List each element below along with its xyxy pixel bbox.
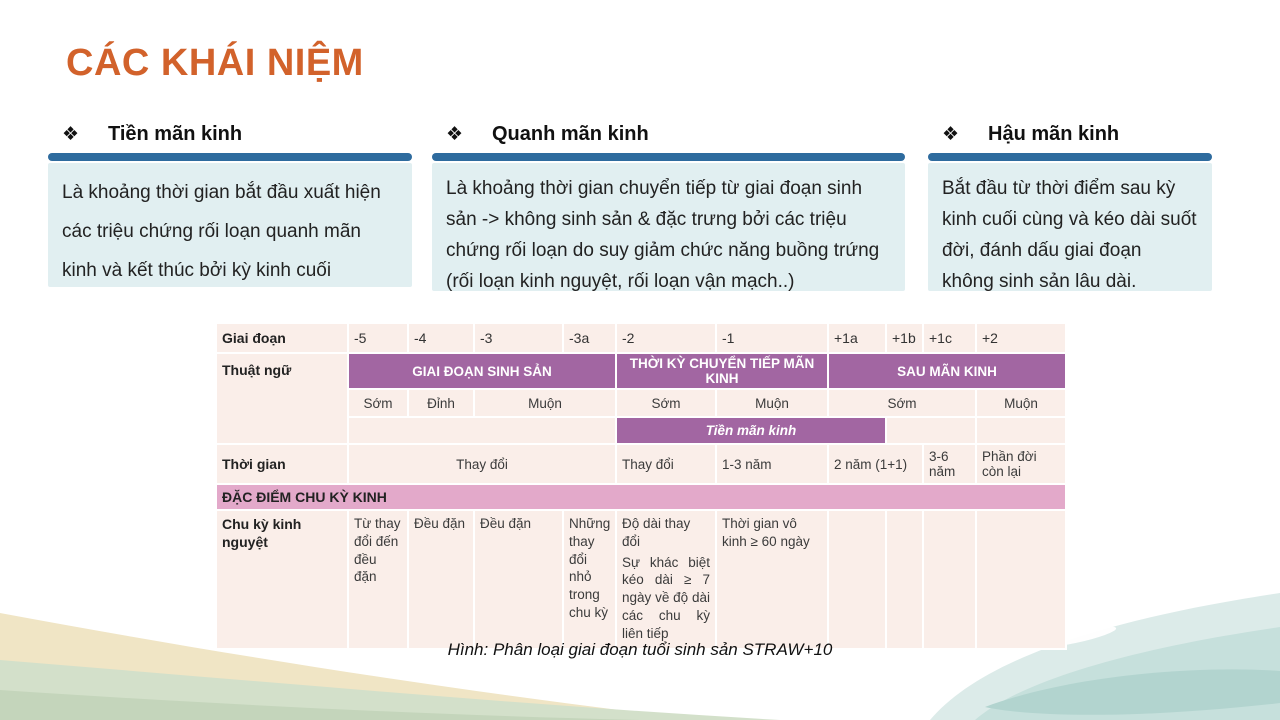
row-label-duration: Thời gian bbox=[215, 443, 349, 485]
duration-cell: Phần đời còn lại bbox=[975, 443, 1067, 485]
row-label-term: Thuật ngữ bbox=[215, 352, 349, 445]
cycle-cell-line: Sự khác biệt kéo dài ≥ 7 ngày về độ dài … bbox=[622, 554, 710, 641]
tien-man-kinh-banner: Tiền mãn kinh bbox=[615, 416, 887, 445]
duration-cell: Thay đổi bbox=[615, 443, 717, 485]
subphase-cell: Sớm bbox=[827, 388, 977, 418]
diamond-bullet-icon: ❖ bbox=[446, 123, 464, 145]
concept-title: Hậu mãn kinh bbox=[988, 122, 1120, 145]
header-underline-bar bbox=[432, 153, 905, 161]
cycle-cell-minus1: Thời gian vô kinh ≥ 60 ngày bbox=[715, 509, 829, 650]
term-banner-postmenopause: SAU MÃN KINH bbox=[827, 352, 1067, 390]
concept-card-quanh-man-kinh: ❖ Quanh mãn kinh Là khoảng thời gian chu… bbox=[432, 118, 905, 292]
table-cell-empty bbox=[347, 416, 617, 445]
cycle-cell: Những thay đổi nhỏ trong chu kỳ bbox=[562, 509, 617, 650]
cycle-cell: Đều đặn bbox=[407, 509, 475, 650]
duration-cell: 3-6 năm bbox=[922, 443, 977, 485]
diamond-bullet-icon: ❖ bbox=[62, 123, 80, 145]
concept-body: Là khoảng thời gian chuyển tiếp từ giai … bbox=[432, 163, 905, 292]
cycle-cell-minus2: Độ dài thay đổi Sự khác biệt kéo dài ≥ 7… bbox=[615, 509, 717, 650]
figure-caption: Hình: Phân loại giai đoạn tuổi sinh sản … bbox=[447, 640, 833, 659]
duration-cell: 2 năm (1+1) bbox=[827, 443, 924, 485]
duration-cell: 1-3 năm bbox=[715, 443, 829, 485]
stage-cell: -5 bbox=[347, 322, 409, 354]
cycle-cell: Từ thay đổi đến đều đặn bbox=[347, 509, 409, 650]
subphase-cell: Sớm bbox=[615, 388, 717, 418]
table-row-section-banner: ĐẶC ĐIỂM CHU KỲ KINH bbox=[215, 483, 1067, 511]
cycle-cell: Đều đặn bbox=[473, 509, 564, 650]
concept-body: Bắt đầu từ thời điểm sau kỳ kinh cuối cù… bbox=[928, 163, 1212, 292]
table-row-stages: Giai đoạn -5 -4 -3 -3a -2 -1 +1a +1b +1c… bbox=[215, 322, 1067, 354]
stage-cell: -3a bbox=[562, 322, 617, 354]
cycle-section-banner: ĐẶC ĐIỂM CHU KỲ KINH bbox=[215, 483, 1067, 511]
concept-card-tien-man-kinh: ❖ Tiền mãn kinh Là khoảng thời gian bắt … bbox=[48, 118, 412, 287]
row-label-cycle: Chu kỳ kinh nguyệt bbox=[215, 509, 349, 650]
term-banner-transition: THỜI KỲ CHUYỂN TIẾP MÃN KINH bbox=[615, 352, 829, 390]
stage-cell: +1a bbox=[827, 322, 887, 354]
table-row-tien-man-kinh: Tiền mãn kinh bbox=[216, 416, 1067, 445]
subphase-cell: Sớm bbox=[347, 388, 409, 418]
subphase-cell: Muộn bbox=[715, 388, 829, 418]
header-underline-bar bbox=[48, 153, 412, 161]
table-cell-empty bbox=[975, 509, 1067, 650]
stage-cell: -4 bbox=[407, 322, 475, 354]
row-label-stage: Giai đoạn bbox=[215, 322, 349, 354]
subphase-cell: Muộn bbox=[473, 388, 617, 418]
straw10-table: Giai đoạn -5 -4 -3 -3a -2 -1 +1a +1b +1c… bbox=[215, 322, 1067, 650]
table-row-duration: Thời gian Thay đổi Thay đổi 1-3 năm 2 nă… bbox=[215, 443, 1067, 485]
duration-cell: Thay đổi bbox=[347, 443, 617, 485]
stage-cell: -2 bbox=[615, 322, 717, 354]
page-title: CÁC KHÁI NIỆM bbox=[66, 42, 364, 84]
concept-card-hau-man-kinh: ❖ Hậu mãn kinh Bắt đầu từ thời điểm sau … bbox=[928, 118, 1212, 292]
table-cell-empty bbox=[922, 509, 977, 650]
table-cell-empty bbox=[885, 416, 977, 445]
cycle-cell-line: Độ dài thay đổi bbox=[622, 516, 691, 549]
stage-cell: -3 bbox=[473, 322, 564, 354]
concept-header: ❖ Quanh mãn kinh bbox=[432, 118, 905, 150]
stage-cell: +2 bbox=[975, 322, 1067, 354]
table-row-subphases: Sớm Đỉnh Muộn Sớm Muộn Sớm Muộn bbox=[216, 388, 1067, 418]
stage-cell: +1c bbox=[922, 322, 977, 354]
table-cell-empty bbox=[975, 416, 1067, 445]
stage-cell: -1 bbox=[715, 322, 829, 354]
table-cell-empty bbox=[827, 509, 887, 650]
table-row-cycle: Chu kỳ kinh nguyệt Từ thay đổi đến đều đ… bbox=[215, 509, 1067, 650]
concept-title: Tiền mãn kinh bbox=[108, 122, 243, 145]
concept-header: ❖ Hậu mãn kinh bbox=[928, 118, 1212, 150]
diamond-bullet-icon: ❖ bbox=[942, 123, 960, 145]
table-row-terms: Thuật ngữ GIAI ĐOẠN SINH SẢN THỜI KỲ CHU… bbox=[215, 352, 1067, 445]
subphase-cell: Đỉnh bbox=[407, 388, 475, 418]
header-underline-bar bbox=[928, 153, 1212, 161]
concept-body: Là khoảng thời gian bắt đầu xuất hiện cá… bbox=[48, 163, 412, 287]
subphase-cell: Muộn bbox=[975, 388, 1067, 418]
concept-header: ❖ Tiền mãn kinh bbox=[48, 118, 412, 150]
term-banner-reproductive: GIAI ĐOẠN SINH SẢN bbox=[347, 352, 617, 390]
stage-cell: +1b bbox=[885, 322, 924, 354]
watercolor-waves-decoration bbox=[0, 593, 1280, 720]
table-cell-empty bbox=[885, 509, 924, 650]
concept-title: Quanh mãn kinh bbox=[492, 122, 649, 145]
